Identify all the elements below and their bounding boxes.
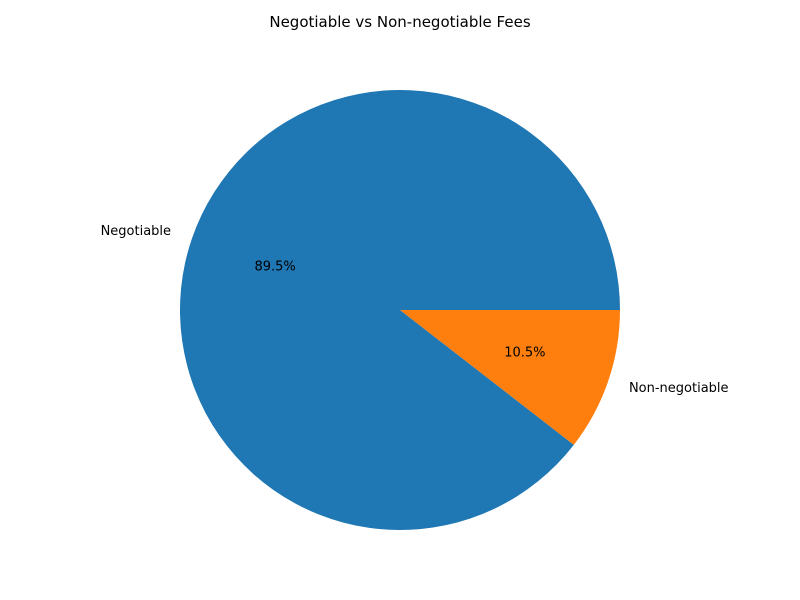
pie-labels: Negotiable 89.5% Non-negotiable 10.5% <box>101 224 729 396</box>
slice-label: Negotiable <box>101 224 171 239</box>
chart-title: Negotiable vs Non-negotiable Fees <box>269 13 530 31</box>
slice-label: Non-negotiable <box>629 381 729 396</box>
pie-slices <box>180 89 621 530</box>
slice-percent-label: 89.5% <box>254 260 295 275</box>
slice-percent-label: 10.5% <box>504 345 545 360</box>
pie-slice-non-negotiable <box>400 310 620 445</box>
